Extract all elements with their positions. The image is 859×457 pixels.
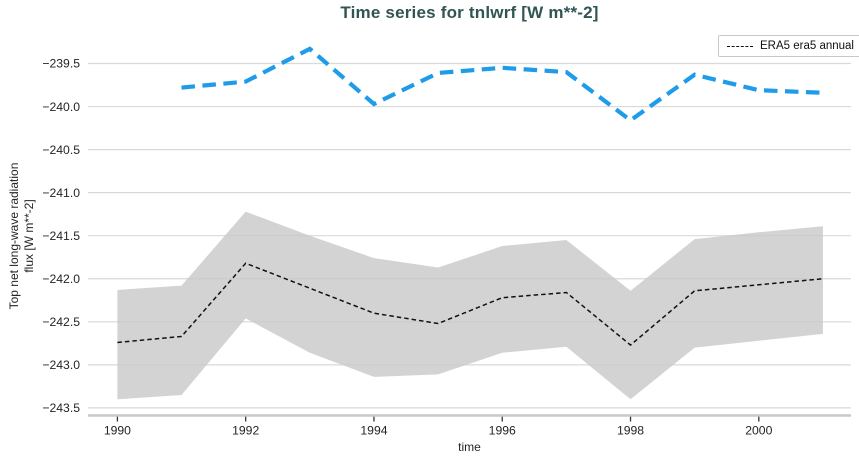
y-tick-label: −242.0 bbox=[42, 272, 80, 286]
y-tick-label: −241.5 bbox=[42, 229, 80, 243]
x-axis-label: time bbox=[458, 440, 481, 454]
chart-title: Time series for tnlwrf [W m**-2] bbox=[340, 3, 599, 22]
uncertainty-band bbox=[117, 211, 823, 400]
blue-dashed-line bbox=[181, 46, 824, 123]
y-tick-label: −239.5 bbox=[42, 57, 80, 71]
x-tick-label: 2000 bbox=[745, 424, 772, 438]
y-axis-label: Top net long-wave radiation flux [W m**-… bbox=[7, 136, 37, 336]
y-tick-label: −241.0 bbox=[42, 186, 80, 200]
y-tick-label: −243.5 bbox=[42, 401, 80, 415]
y-tick-label: −242.5 bbox=[42, 315, 80, 329]
y-tick-label: −243.0 bbox=[42, 358, 80, 372]
y-axis-label-line1: Top net long-wave radiation bbox=[7, 162, 21, 310]
x-tick-label: 1992 bbox=[232, 424, 259, 438]
y-tick-label: −240.0 bbox=[42, 100, 80, 114]
x-tick-label: 1994 bbox=[360, 424, 387, 438]
legend-entry-label: ERA5 era5 annual bbox=[760, 40, 854, 52]
legend-dashed-line-sample-icon bbox=[727, 45, 753, 47]
era5-annual-line bbox=[117, 262, 824, 347]
x-tick-label: 1996 bbox=[489, 424, 516, 438]
y-axis-label-line2: flux [W m**-2] bbox=[22, 199, 36, 273]
y-tick-label: −240.5 bbox=[42, 143, 80, 157]
x-tick-label: 1990 bbox=[104, 424, 131, 438]
x-tick-label: 1998 bbox=[617, 424, 644, 438]
legend: ERA5 era5 annual bbox=[718, 35, 859, 57]
